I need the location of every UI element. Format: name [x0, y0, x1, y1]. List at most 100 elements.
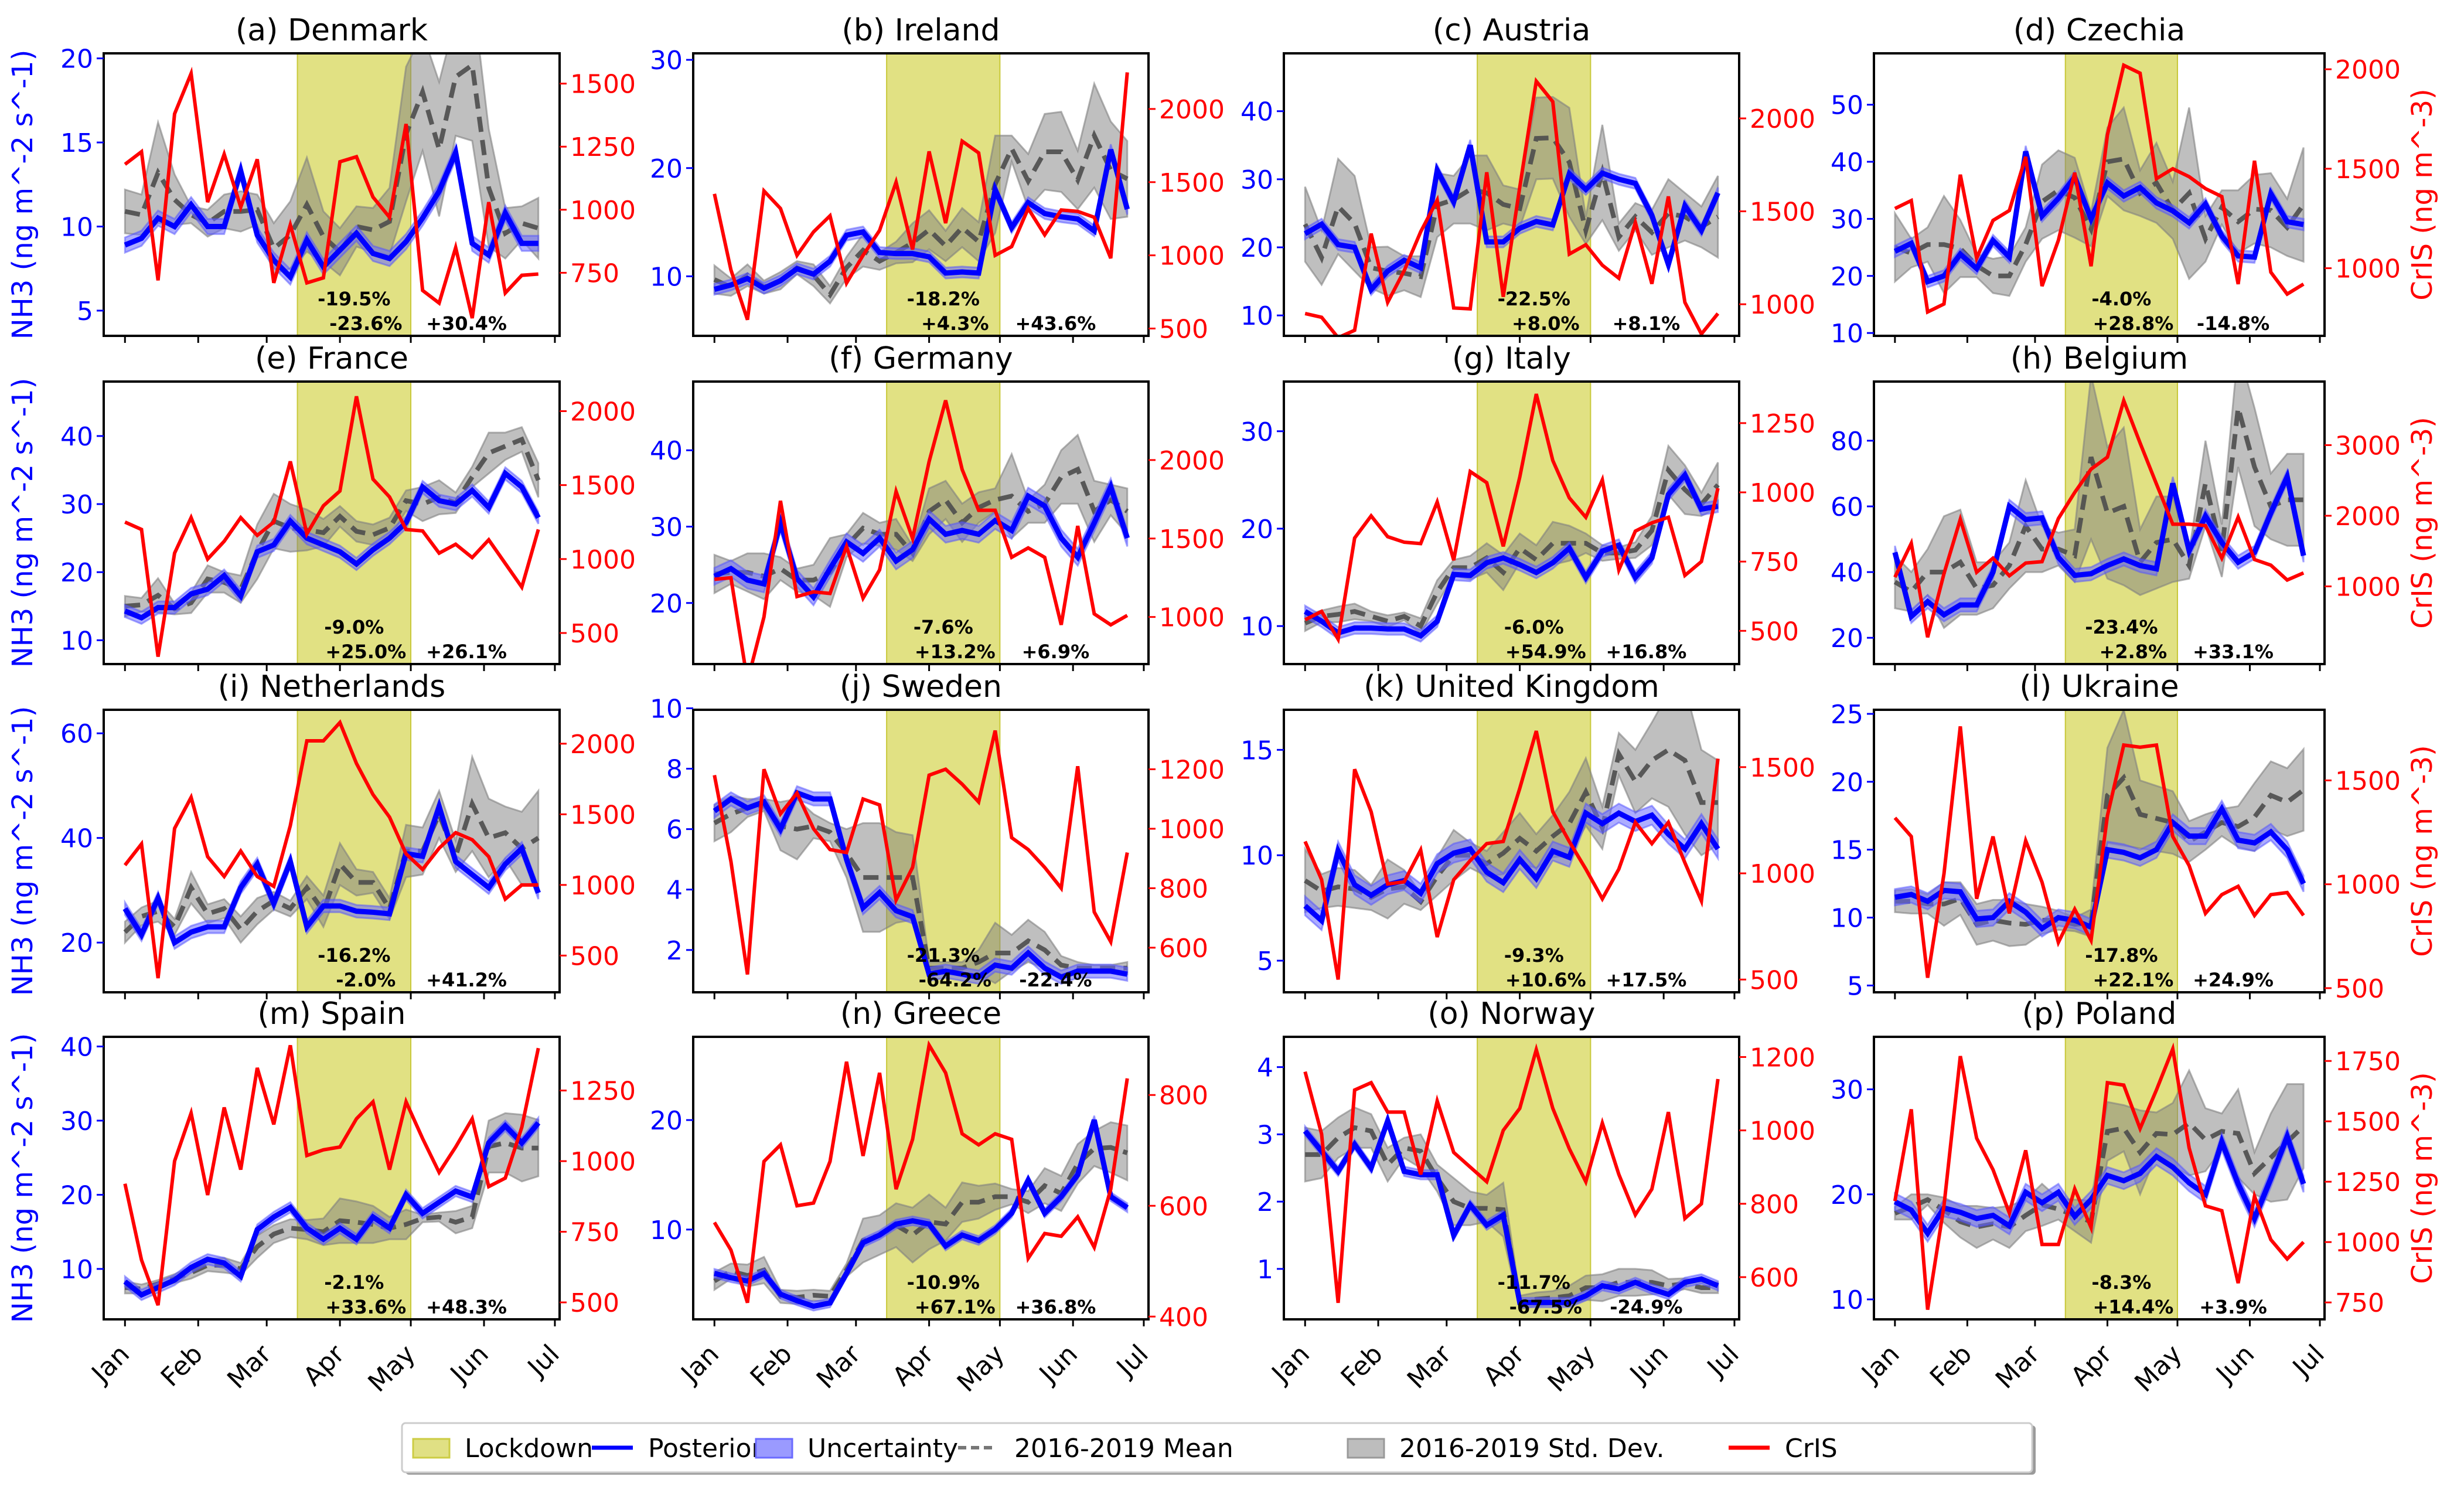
cris-line	[124, 396, 540, 657]
right-y-tick-label: 1500	[1750, 753, 1815, 783]
left-y-tick-label: 2	[1257, 1187, 1273, 1217]
left-y-tick-label: 40	[60, 422, 93, 452]
left-y-tick-label: 20	[60, 45, 93, 74]
right-y-tick-label: 500	[1750, 617, 1799, 646]
plot-area	[713, 382, 1130, 664]
left-y-tick-label: 15	[60, 128, 93, 158]
right-y-tick-label: 1200	[1750, 1043, 1815, 1073]
panel: 20 40 60 500 1000 1500 2000 (i) Netherlands -16.…	[6, 669, 636, 999]
plot-area	[123, 1037, 541, 1319]
right-axis-label: CrIS (ng m^-3)	[2406, 417, 2439, 629]
panel: 10 20 30 40 500 1000 1500 2000 (e) France -9.0% +2…	[6, 341, 636, 671]
right-y-tick-label: 600	[1750, 1263, 1799, 1293]
post-lockdown-label: +48.3%	[426, 1296, 507, 1318]
left-axis-label: NH3 (ng m^-2 s^-1)	[6, 378, 39, 668]
left-y-tick-label: 4	[666, 876, 683, 906]
right-y-tick-label: 750	[1750, 547, 1799, 577]
posterior-line	[714, 1119, 1129, 1309]
mean-line	[1893, 407, 2304, 595]
legend-item: Uncertainty	[755, 1434, 958, 1464]
left-y-tick-label: 20	[1240, 233, 1273, 263]
left-y-tick-label: 20	[60, 928, 93, 958]
left-y-tick-label: 6	[666, 815, 683, 845]
right-y-tick-label: 750	[2335, 1288, 2384, 1318]
legend-box	[401, 1422, 2033, 1473]
panel-title: (d) Czechia	[2013, 13, 2186, 48]
posterior-line	[713, 479, 1130, 601]
panel: 20 40 60 80 1000 2000 3000 (h) Belgium -23.4% +2.…	[1831, 341, 2439, 671]
legend-label: Uncertainty	[807, 1434, 958, 1464]
legend-item: CrIS	[1729, 1434, 1838, 1464]
cris-line	[1304, 77, 1720, 336]
panel-title: (o) Norway	[1427, 996, 1595, 1032]
std-dev-band	[1304, 96, 1719, 298]
lockdown-anomaly-label: +22.1%	[2092, 969, 2173, 991]
lockdown-band	[886, 1037, 1001, 1319]
lockdown-change-label: -22.5%	[1498, 288, 1570, 310]
panel: 20 30 40 1000 1500 2000 (f) Germany -7.6% +13.2%…	[650, 341, 1225, 671]
right-y-tick-label: 1500	[2335, 1107, 2401, 1137]
axes-frame	[1873, 1036, 2326, 1321]
cris-line	[1304, 393, 1720, 645]
post-lockdown-label: +24.9%	[2193, 969, 2274, 991]
plot-area	[1303, 710, 1720, 992]
axes-frame	[692, 52, 1150, 337]
right-y-tick-label: 750	[570, 1218, 619, 1248]
right-y-tick-label: 1000	[1750, 478, 1815, 508]
right-y-tick-label: 800	[1159, 874, 1208, 904]
lockdown-change-label: -8.3%	[2091, 1271, 2151, 1294]
posterior-line	[1303, 470, 1719, 639]
axes-frame	[103, 1036, 561, 1321]
lockdown-band	[297, 1037, 412, 1319]
legend-item: Posterior	[592, 1434, 762, 1464]
right-y-tick-label: 1500	[570, 471, 636, 501]
right-y-tick-label: 1200	[1159, 755, 1225, 785]
cris-line	[713, 1040, 1129, 1304]
left-y-tick-label: 10	[1831, 319, 1863, 349]
posterior-line	[122, 798, 541, 947]
left-axis-label: NH3 (ng m^-2 s^-1)	[6, 706, 39, 996]
left-y-tick-label: 30	[60, 490, 93, 520]
left-y-tick-label: 40	[60, 1032, 93, 1062]
posterior-line	[124, 469, 541, 621]
lockdown-anomaly-label: +13.2%	[915, 641, 996, 663]
right-y-tick-label: 1500	[1159, 168, 1225, 198]
plot-area	[1893, 1037, 2306, 1319]
right-y-tick-label: 1500	[2335, 155, 2401, 185]
post-lockdown-label: +16.8%	[1606, 641, 1686, 663]
panel: 5 10 15 20 750 1000 1250 1500 (a) Denmark -19.5%-…	[6, 13, 636, 343]
lockdown-anomaly-label: +25.0%	[325, 641, 406, 663]
std-dev-band	[1304, 1106, 1719, 1311]
right-y-tick-label: 1500	[570, 70, 636, 100]
lockdown-change-label: -23.4%	[2085, 616, 2158, 638]
left-y-tick-label: 60	[1831, 492, 1863, 522]
left-y-tick-label: 5	[77, 297, 93, 326]
right-axis-label: CrIS (ng m^-3)	[2406, 1072, 2439, 1284]
post-lockdown-label: +41.2%	[426, 969, 507, 991]
left-y-tick-label: 10	[60, 626, 93, 656]
panel-title: (a) Denmark	[236, 13, 428, 48]
right-y-tick-label: 800	[1159, 1081, 1208, 1111]
left-y-tick-label: 10	[1240, 612, 1273, 642]
left-y-tick-label: 3	[1257, 1120, 1273, 1150]
axes-frame	[1283, 380, 1740, 665]
post-lockdown-label: +17.5%	[1606, 969, 1686, 991]
right-y-tick-label: 2000	[1159, 446, 1225, 476]
cris-line	[124, 66, 539, 319]
right-y-tick-label: 2000	[570, 397, 636, 427]
panel-title: (i) Netherlands	[218, 669, 446, 705]
lockdown-anomaly-label: +54.9%	[1505, 641, 1586, 663]
cris-line	[714, 400, 1129, 664]
left-y-tick-label: 10	[650, 1216, 683, 1245]
right-y-tick-label: 600	[1159, 1192, 1208, 1221]
right-y-tick-label: 1000	[570, 545, 636, 575]
right-axis-label: CrIS (ng m^-3)	[2406, 745, 2439, 957]
left-y-tick-label: 10	[60, 213, 93, 243]
axes-frame	[103, 52, 561, 337]
right-y-tick-label: 2000	[2335, 502, 2401, 532]
left-y-tick-label: 10	[650, 262, 683, 292]
left-y-tick-label: 30	[650, 513, 683, 543]
